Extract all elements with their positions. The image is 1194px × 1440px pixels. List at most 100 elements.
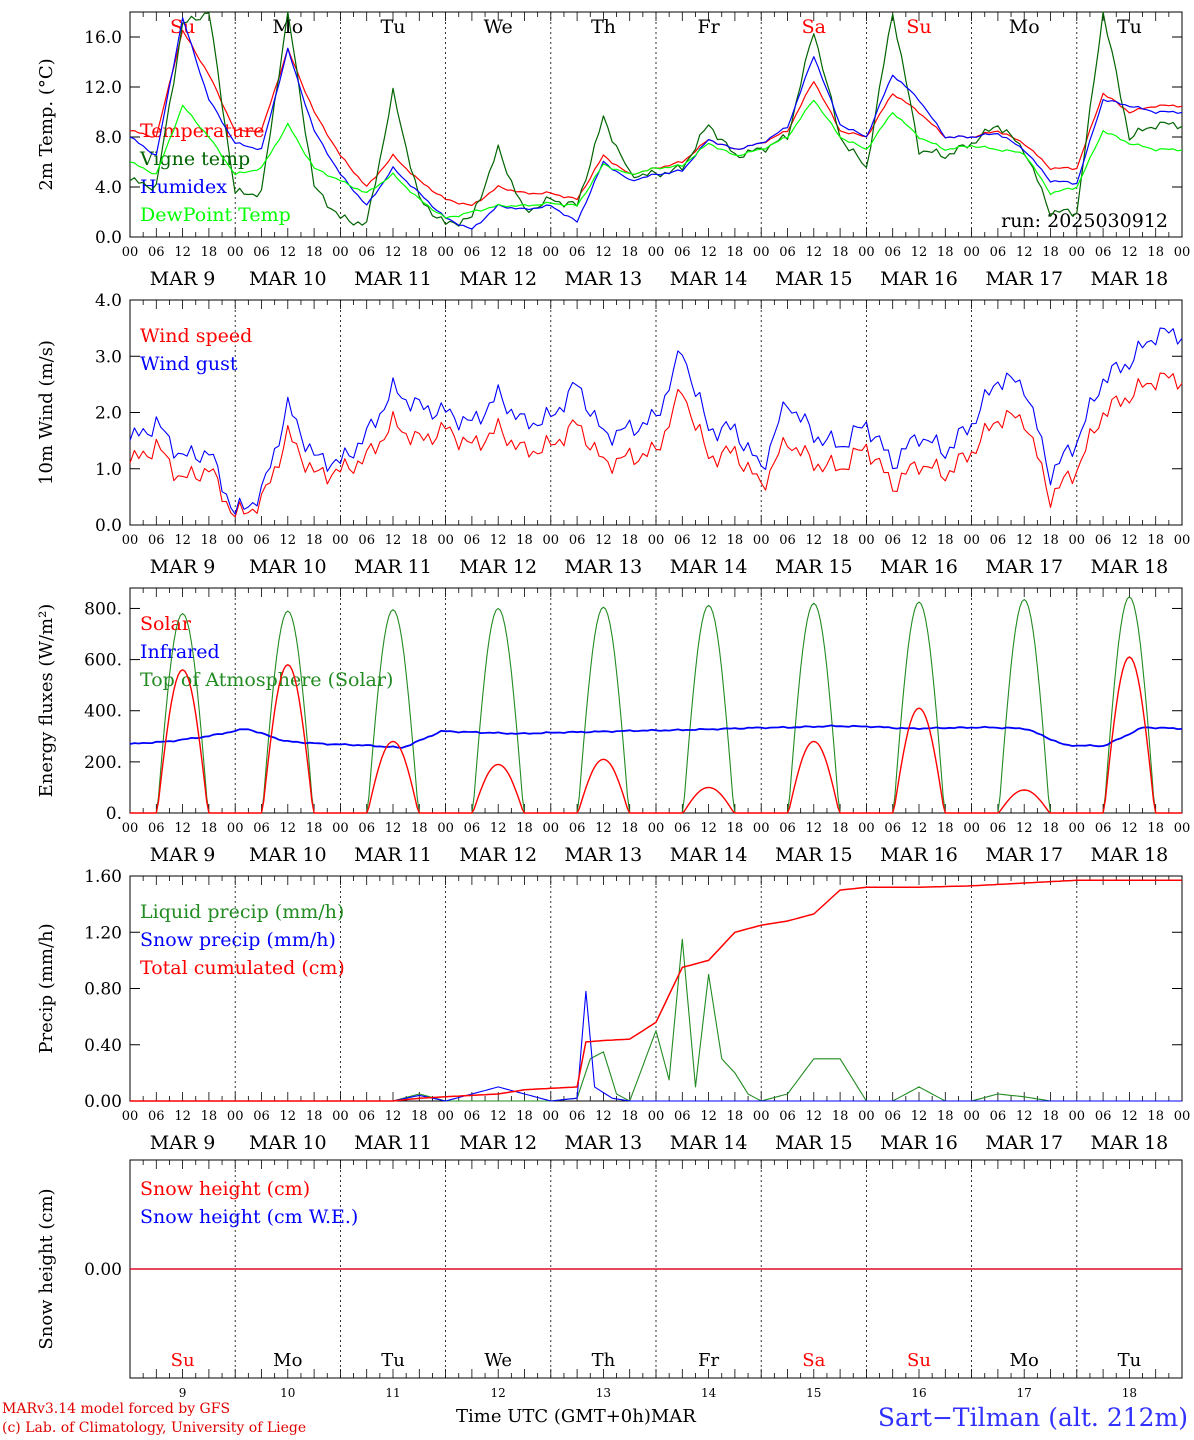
hour-label: 12	[385, 245, 402, 260]
date-label: MAR 15	[775, 1132, 853, 1154]
hour-label: 18	[937, 821, 954, 836]
hour-label: 00	[1174, 533, 1191, 548]
hour-label: 18	[306, 821, 323, 836]
hour-label: 06	[884, 821, 901, 836]
y-axis-label: Snow height (cm)	[36, 1188, 57, 1349]
y-tick-label: 0.40	[84, 1036, 122, 1056]
date-label: MAR 13	[565, 556, 643, 578]
hour-label: 12	[595, 1109, 612, 1124]
hour-label: 18	[1042, 821, 1059, 836]
y-tick-label: 1.0	[95, 460, 122, 480]
date-label: MAR 15	[775, 268, 853, 290]
panel-1: 0.0 4.0 8.0 12.0 16.0 2m Temp. (°C) 00 06 12 18 MA…	[36, 11, 1190, 290]
hour-label: 12	[700, 821, 717, 836]
legend-entry: Infrared	[140, 641, 220, 663]
hour-label: 12	[385, 821, 402, 836]
hour-label: 18	[1147, 1109, 1164, 1124]
hour-label: 12	[700, 533, 717, 548]
y-tick-label: 8.0	[95, 128, 122, 148]
hour-label: 18	[937, 1109, 954, 1124]
hour-label: 18	[621, 245, 638, 260]
hour-label: 00	[1174, 1109, 1191, 1124]
series-wind-speed	[129, 372, 1183, 518]
weekday-label: Mo	[1010, 1350, 1039, 1371]
hour-label: 06	[1095, 1109, 1112, 1124]
weekday-label: Fr	[697, 16, 720, 38]
time-axis-label: Time UTC (GMT+0h)MAR	[456, 1406, 696, 1427]
hour-label: 06	[779, 1109, 796, 1124]
hour-label: 18	[727, 821, 744, 836]
date-label: MAR 17	[985, 556, 1063, 578]
y-axis-label: 10m Wind (m/s)	[36, 340, 57, 485]
hour-label: 12	[1016, 1109, 1033, 1124]
series-wind-gust	[129, 327, 1183, 515]
date-label: MAR 12	[459, 844, 537, 866]
hour-label: 00	[122, 821, 139, 836]
date-label: MAR 16	[880, 268, 958, 290]
hour-label: 12	[700, 1109, 717, 1124]
hour-label: 18	[411, 245, 428, 260]
hour-label: 18	[832, 1109, 849, 1124]
hour-label: 06	[1095, 533, 1112, 548]
y-tick-label: 600.	[84, 651, 122, 671]
hour-label: 00	[227, 245, 244, 260]
date-label: MAR 9	[150, 268, 216, 290]
date-label: MAR 15	[775, 556, 853, 578]
hour-label: 00	[648, 533, 665, 548]
series-total-cumulated	[130, 879, 1182, 1102]
date-label: MAR 10	[249, 844, 327, 866]
day-number-label: 13	[596, 1386, 611, 1400]
hour-label: 12	[174, 821, 191, 836]
hour-label: 06	[148, 821, 165, 836]
hour-label: 18	[1042, 245, 1059, 260]
y-tick-label: 16.0	[84, 28, 122, 48]
y-tick-label: 1.20	[84, 923, 122, 943]
date-label: MAR 11	[354, 268, 432, 290]
date-label: MAR 15	[775, 844, 853, 866]
hour-label: 12	[490, 245, 507, 260]
hour-label: 00	[648, 1109, 665, 1124]
hour-label: 12	[490, 1109, 507, 1124]
hour-label: 06	[569, 1109, 586, 1124]
date-label: MAR 18	[1091, 556, 1169, 578]
hour-label: 00	[1174, 821, 1191, 836]
hour-label: 18	[516, 533, 533, 548]
hour-label: 12	[911, 821, 928, 836]
hour-label: 18	[201, 1109, 218, 1124]
hour-label: 12	[490, 533, 507, 548]
date-label: MAR 16	[880, 1132, 958, 1154]
date-label: MAR 10	[249, 268, 327, 290]
date-label: MAR 10	[249, 556, 327, 578]
hour-label: 18	[306, 533, 323, 548]
hour-label: 06	[569, 245, 586, 260]
weekday-label: Th	[591, 16, 616, 38]
legend-entry: Top of Atmosphere (Solar)	[140, 669, 393, 691]
date-label: MAR 11	[354, 556, 432, 578]
hour-label: 00	[858, 533, 875, 548]
panel-2: 0.0 1.0 2.0 3.0 4.0 10m Wind (m/s) 00 06 12 18 MAR…	[36, 291, 1190, 578]
series-vigne-temp	[129, 11, 1183, 227]
hour-label: 12	[280, 245, 297, 260]
hour-label: 18	[411, 1109, 428, 1124]
weekday-label: Tu	[1117, 16, 1142, 38]
hour-label: 18	[937, 533, 954, 548]
hour-label: 06	[464, 1109, 481, 1124]
weekday-label: Tu	[1118, 1350, 1142, 1371]
hour-label: 18	[832, 821, 849, 836]
hour-label: 12	[1016, 245, 1033, 260]
weekday-label: We	[484, 16, 513, 38]
hour-label: 00	[753, 245, 770, 260]
hour-label: 12	[911, 245, 928, 260]
hour-label: 06	[674, 821, 691, 836]
legend-entry: Snow height (cm W.E.)	[140, 1206, 358, 1228]
y-axis-label: 2m Temp. (°C)	[36, 58, 57, 190]
hour-label: 06	[358, 245, 375, 260]
hour-label: 18	[621, 821, 638, 836]
hour-label: 18	[937, 245, 954, 260]
hour-label: 18	[1042, 533, 1059, 548]
hour-label: 18	[727, 245, 744, 260]
hour-label: 06	[569, 533, 586, 548]
lab-credit: (c) Lab. of Climatology, University of L…	[2, 1420, 307, 1436]
weekday-label: We	[484, 1350, 512, 1371]
